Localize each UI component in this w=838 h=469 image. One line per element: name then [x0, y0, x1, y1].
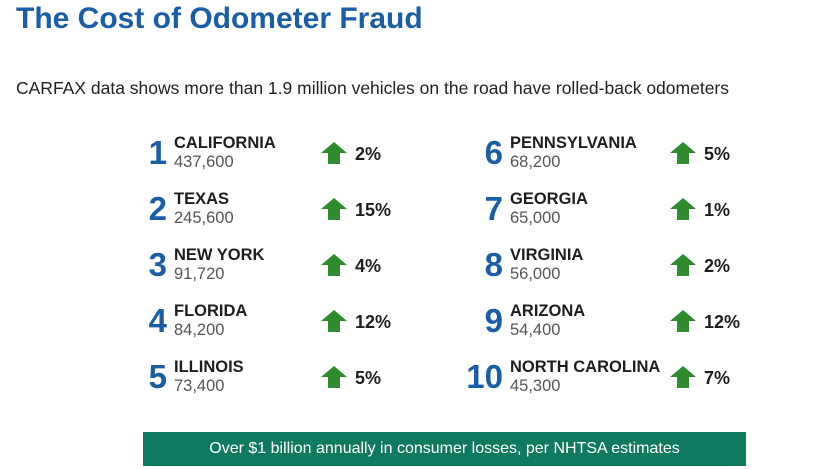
vehicle-count: 73,400 [174, 377, 225, 395]
rank-number: 5 [148, 358, 167, 395]
up-arrow-icon [321, 254, 347, 276]
page-title: The Cost of Odometer Fraud [16, 2, 423, 35]
percent-change: 12% [704, 312, 741, 332]
percent-change: 12% [355, 312, 392, 332]
state-name: TEXAS [174, 190, 230, 208]
state-name: VIRGINIA [510, 246, 584, 264]
up-arrow-icon [670, 366, 696, 388]
page-subtitle: CARFAX data shows more than 1.9 million … [16, 78, 730, 98]
rank-number: 6 [484, 134, 503, 171]
state-name: ARIZONA [510, 302, 586, 320]
state-row: 4 FLORIDA 84,200 12% [143, 298, 403, 354]
up-arrow-icon [670, 198, 696, 220]
percent-change: 5% [355, 368, 382, 388]
rank-number: 9 [484, 302, 503, 339]
up-arrow-icon [321, 310, 347, 332]
vehicle-count: 56,000 [510, 265, 561, 283]
percent-change: 1% [704, 200, 731, 220]
state-row: 1 CALIFORNIA 437,600 2% [143, 130, 403, 186]
state-name: NORTH CAROLINA [510, 358, 661, 376]
state-row: 10 NORTH CAROLINA 45,300 7% [463, 354, 753, 410]
ranking-column-left: 1 CALIFORNIA 437,600 2% 2 TEXAS 245,600 … [143, 130, 403, 410]
state-name: FLORIDA [174, 302, 248, 320]
ranking-column-right: 6 PENNSYLVANIA 68,200 5% 7 GEORGIA 65,00… [463, 130, 753, 410]
rank-number: 4 [148, 302, 167, 339]
up-arrow-icon [321, 366, 347, 388]
rank-number: 8 [484, 246, 503, 283]
percent-change: 5% [704, 144, 731, 164]
percent-change: 2% [704, 256, 731, 276]
rank-number: 1 [148, 134, 167, 171]
up-arrow-icon [321, 198, 347, 220]
vehicle-count: 54,400 [510, 321, 561, 339]
percent-change: 7% [704, 368, 731, 388]
state-row: 8 VIRGINIA 56,000 2% [463, 242, 753, 298]
state-name: ILLINOIS [174, 358, 244, 376]
percent-change: 15% [355, 200, 392, 220]
up-arrow-icon [321, 142, 347, 164]
state-row: 3 NEW YORK 91,720 4% [143, 242, 403, 298]
rank-number: 7 [484, 190, 503, 227]
state-row: 2 TEXAS 245,600 15% [143, 186, 403, 242]
state-row: 6 PENNSYLVANIA 68,200 5% [463, 130, 753, 186]
rank-number: 3 [148, 246, 167, 283]
state-name: PENNSYLVANIA [510, 134, 637, 152]
state-name: CALIFORNIA [174, 134, 276, 152]
vehicle-count: 45,300 [510, 377, 561, 395]
up-arrow-icon [670, 254, 696, 276]
vehicle-count: 437,600 [174, 153, 234, 171]
state-row: 9 ARIZONA 54,400 12% [463, 298, 753, 354]
rank-number: 2 [148, 190, 167, 227]
percent-change: 2% [355, 144, 382, 164]
rank-number: 10 [466, 358, 503, 395]
percent-change: 4% [355, 256, 382, 276]
footer-banner: Over $1 billion annually in consumer los… [143, 432, 746, 466]
state-row: 7 GEORGIA 65,000 1% [463, 186, 753, 242]
vehicle-count: 68,200 [510, 153, 561, 171]
vehicle-count: 84,200 [174, 321, 225, 339]
state-name: NEW YORK [174, 246, 265, 264]
state-row: 5 ILLINOIS 73,400 5% [143, 354, 403, 410]
vehicle-count: 245,600 [174, 209, 234, 227]
vehicle-count: 65,000 [510, 209, 561, 227]
up-arrow-icon [670, 142, 696, 164]
up-arrow-icon [670, 310, 696, 332]
state-name: GEORGIA [510, 190, 588, 208]
vehicle-count: 91,720 [174, 265, 225, 283]
